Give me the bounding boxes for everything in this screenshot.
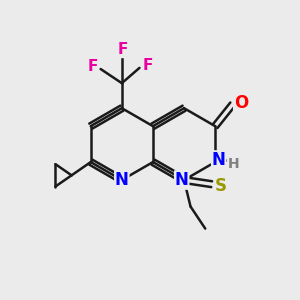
- Text: O: O: [234, 94, 248, 112]
- Text: N: N: [175, 171, 189, 189]
- Text: F: F: [87, 59, 98, 74]
- Text: N: N: [115, 171, 129, 189]
- Text: F: F: [117, 42, 128, 57]
- Text: H: H: [228, 157, 239, 170]
- Text: N: N: [212, 151, 226, 169]
- Text: S: S: [214, 177, 226, 195]
- Text: F: F: [142, 58, 153, 73]
